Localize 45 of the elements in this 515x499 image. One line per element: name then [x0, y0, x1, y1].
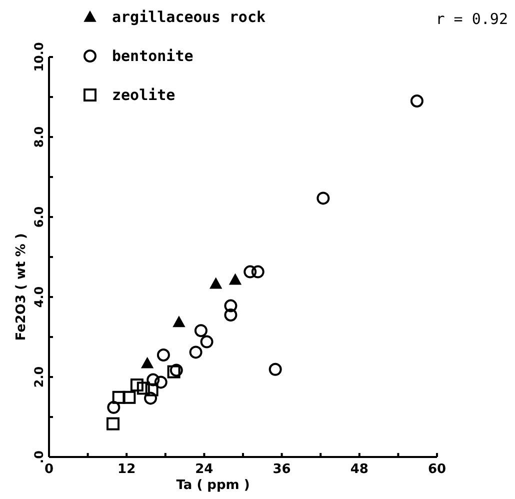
point — [106, 417, 120, 430]
point — [200, 335, 214, 348]
point — [156, 348, 170, 362]
x-tick-label: 36 — [272, 462, 291, 477]
y-tick-label: .0 — [32, 450, 46, 464]
point — [112, 390, 126, 404]
legend-label: bentonite — [112, 47, 194, 65]
point — [146, 373, 160, 386]
point — [170, 364, 183, 377]
point — [210, 278, 222, 289]
y-tick-label: 8.0 — [32, 126, 46, 148]
point — [136, 382, 150, 395]
y-tick-label: 6.0 — [32, 206, 46, 228]
y-tick-label: 4.0 — [32, 286, 46, 308]
y-axis-title: Fe2O3 ( wt % ) — [14, 233, 29, 341]
point — [141, 357, 154, 368]
text: r = 0.92 — [436, 10, 508, 28]
point — [229, 274, 242, 285]
x-tick-label: 60 — [428, 462, 446, 477]
x-axis-title: Ta ( ppm ) — [176, 478, 250, 493]
point — [144, 392, 158, 405]
y-tick-label: 10.0 — [32, 42, 46, 72]
point — [194, 324, 208, 338]
point — [107, 400, 120, 414]
point — [167, 365, 180, 378]
point — [189, 346, 202, 359]
y-tick-label: 2.0 — [32, 366, 46, 388]
point — [145, 383, 158, 396]
point — [224, 299, 238, 312]
point — [154, 376, 168, 389]
point — [130, 378, 144, 392]
x-tick-label: 12 — [118, 462, 136, 477]
x-tick-label: 48 — [350, 462, 368, 477]
point — [122, 390, 136, 404]
legend-label: zeolite — [112, 86, 176, 104]
x-tick-label: 0 — [44, 462, 54, 477]
point — [410, 94, 424, 108]
x-tick-label: 24 — [195, 462, 214, 477]
point — [316, 192, 330, 205]
point — [244, 265, 257, 278]
legend-label: argillaceous rock — [112, 8, 266, 26]
point — [251, 265, 264, 278]
point — [224, 308, 238, 322]
point — [268, 362, 282, 376]
point — [172, 316, 185, 328]
